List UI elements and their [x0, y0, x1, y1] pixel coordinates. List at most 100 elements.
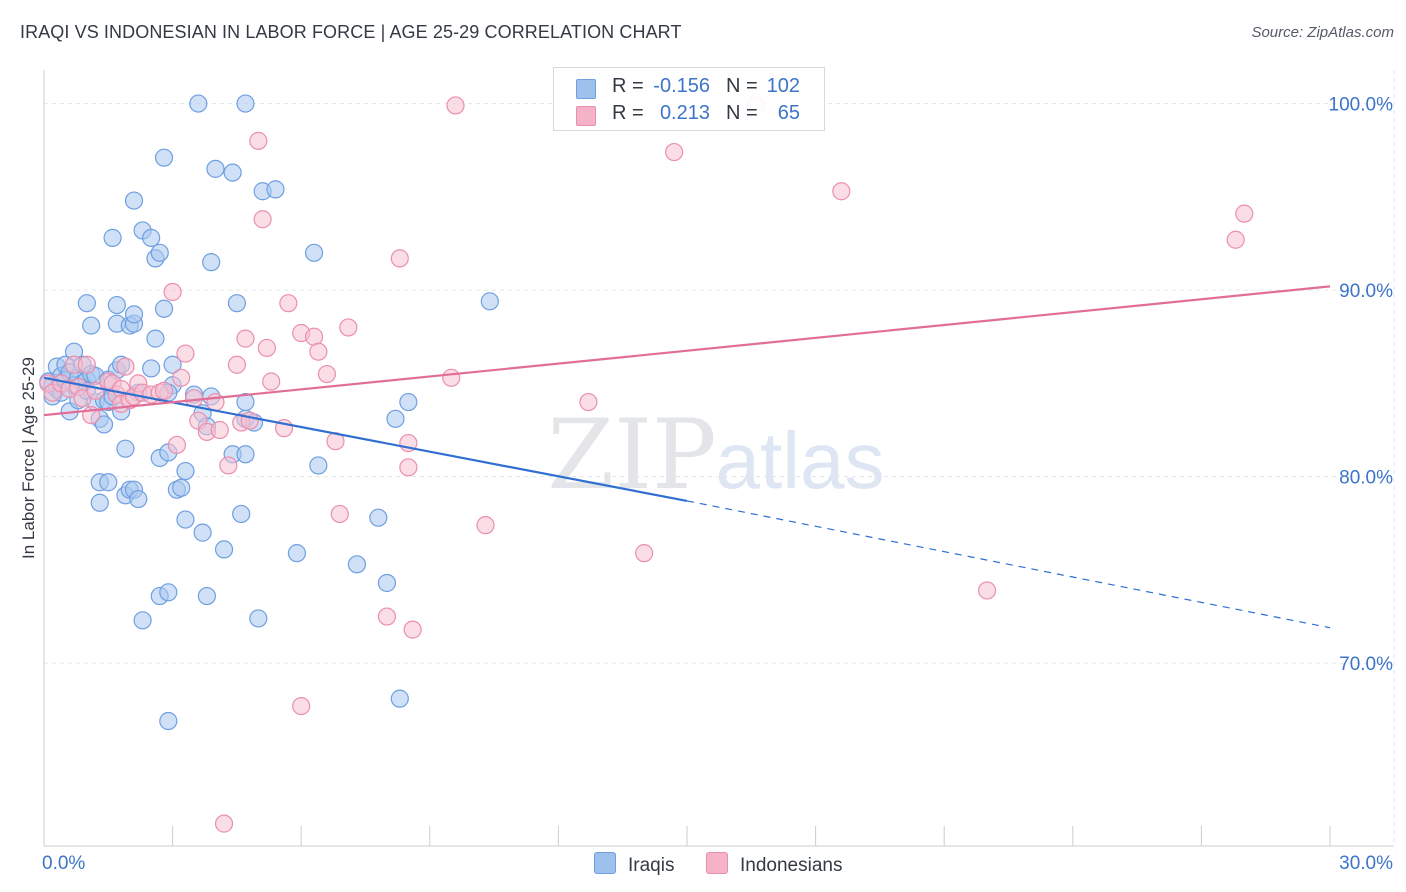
iraqi-point	[249, 609, 268, 628]
iraqi-point	[347, 555, 367, 574]
iraqis-legend-swatch	[594, 852, 616, 874]
iraqi-point	[197, 586, 216, 606]
iraqi-point	[159, 583, 178, 602]
iraqi-point	[206, 159, 225, 178]
indonesian-point	[446, 96, 465, 115]
series-iraqis	[39, 94, 499, 731]
iraqi-point	[99, 473, 118, 492]
indonesian-point	[442, 368, 461, 387]
legend-item-iraqis[interactable]: Iraqis	[594, 852, 674, 877]
r-label: R =	[612, 102, 644, 124]
indonesian-point	[399, 458, 418, 477]
indonesian-point	[403, 620, 422, 639]
iraqi-point	[214, 540, 234, 559]
y-tick-label: 100.0%	[1329, 95, 1394, 116]
watermark-zip: ZIP	[547, 399, 716, 511]
indonesian-point	[317, 364, 337, 384]
series-indonesians	[39, 96, 1254, 833]
iraqi-point	[159, 711, 178, 731]
x-tick-label-max: 30.0%	[1339, 853, 1393, 874]
r-value: -0.156	[653, 75, 710, 97]
indonesian-point	[330, 504, 349, 524]
indonesian-point	[116, 357, 135, 376]
iraqi-point	[124, 191, 144, 210]
iraqi-point	[304, 243, 324, 262]
indonesian-point	[832, 182, 851, 201]
indonesian-point	[665, 142, 684, 162]
indonesian-point	[253, 210, 272, 229]
axes	[43, 70, 1394, 847]
iraqi-point	[266, 180, 285, 199]
iraqi-point	[142, 359, 161, 378]
indonesian-point	[172, 368, 191, 387]
iraqi-point	[223, 163, 242, 182]
indonesian-point	[390, 249, 409, 268]
iraqi-point	[369, 508, 388, 527]
iraqi-point	[189, 94, 208, 113]
iraqi-point	[107, 295, 126, 315]
indonesian-point	[977, 581, 997, 600]
indonesian-point	[77, 355, 96, 374]
iraqi-point	[309, 456, 328, 475]
n-label: N =	[726, 75, 758, 97]
iraqi-point	[154, 299, 174, 318]
iraqis-swatch	[576, 79, 596, 99]
watermark: ZIP atlas	[547, 399, 884, 511]
indonesian-point	[214, 814, 234, 833]
indonesian-point	[339, 318, 358, 337]
indonesian-point	[206, 392, 225, 412]
indonesian-point	[176, 344, 195, 363]
iraqi-point	[377, 573, 397, 593]
iraqi-point	[202, 253, 221, 272]
iraqi-trend-line	[43, 376, 688, 502]
iraqi-point	[129, 489, 148, 509]
indonesian-point	[262, 372, 281, 391]
iraqi-point	[146, 329, 165, 348]
iraqi-point	[232, 504, 251, 524]
legend-label: Indonesians	[740, 855, 843, 876]
iraqi-point	[390, 689, 409, 708]
indonesians-legend-swatch	[706, 852, 728, 874]
iraqi-point	[176, 510, 195, 529]
indonesian-point	[1226, 230, 1245, 249]
iraqi-point	[236, 445, 255, 464]
n-value: 102	[766, 75, 800, 97]
iraqi-point	[124, 305, 144, 324]
indonesian-point	[163, 282, 182, 302]
iraqi-point	[176, 461, 195, 481]
indonesian-point	[579, 392, 598, 412]
y-tick-label: 70.0%	[1339, 654, 1393, 675]
indonesian-point	[292, 696, 311, 716]
iraqi-point	[480, 292, 499, 311]
legend-label: Iraqis	[628, 855, 675, 876]
iraqi-point	[94, 415, 114, 434]
iraqi-point	[227, 294, 246, 313]
indonesian-point	[476, 516, 495, 535]
iraqi-point	[90, 493, 109, 512]
iraqi-point	[386, 409, 405, 428]
iraqi-point	[82, 316, 101, 335]
iraqi-point	[142, 228, 161, 247]
indonesian-point	[279, 294, 298, 313]
iraqi-trend-extension	[686, 500, 1331, 629]
correlation-stats-box: R = -0.156 N = 102 R = 0.213 N = 65	[553, 67, 825, 131]
iraqi-point	[133, 611, 152, 630]
y-tick-label: 80.0%	[1339, 468, 1393, 489]
stats-row-iraqis: R = -0.156 N = 102	[554, 75, 824, 101]
r-label: R =	[612, 75, 644, 97]
r-value: 0.213	[659, 102, 710, 124]
indonesian-point	[167, 435, 186, 455]
watermark-atlas: atlas	[716, 416, 885, 505]
iraqi-point	[287, 544, 307, 563]
iraqi-point	[77, 294, 96, 313]
indonesian-point	[210, 420, 229, 440]
tick-labels: 70.0% 80.0% 90.0% 100.0% 0.0% 30.0%	[42, 95, 1393, 874]
n-value: 65	[777, 102, 800, 124]
legend-item-indonesians[interactable]: Indonesians	[706, 852, 842, 877]
indonesian-point	[240, 411, 259, 430]
iraqi-point	[236, 94, 255, 113]
iraqi-point	[399, 392, 418, 412]
indonesian-point	[304, 327, 324, 346]
indonesian-point	[227, 355, 246, 374]
